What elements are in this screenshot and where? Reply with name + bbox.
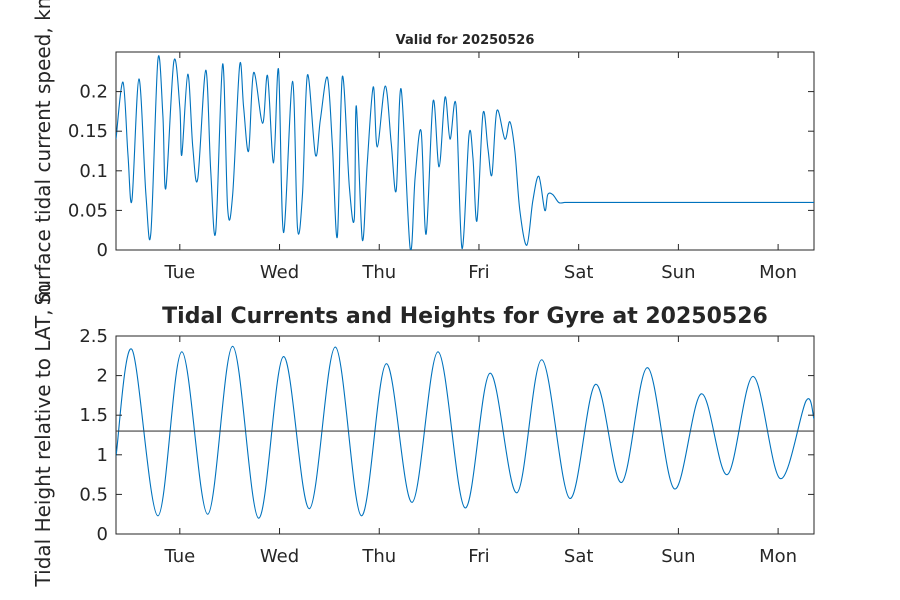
bottom-xtick-label: Thu	[361, 546, 396, 567]
bottom-xtick-label: Wed	[260, 546, 299, 567]
top-ytick-label: 0.1	[79, 161, 108, 182]
top-y-axis-label: Surface tidal current speed, kn	[31, 0, 55, 305]
top-xtick-label: Sat	[564, 262, 594, 283]
top-ticks: 0 0.05 0.1 0.15 0.2 Tue Wed Thu Fri Sat Sun Mon	[68, 52, 814, 283]
top-xtick-label: Wed	[260, 262, 299, 283]
bottom-axes-box	[115, 335, 815, 535]
top-chart-title: Valid for 20250526	[396, 33, 535, 48]
top-plot-area	[116, 55, 814, 250]
bottom-ytick-label: 2.5	[79, 326, 108, 347]
top-ytick-label: 0	[97, 240, 108, 261]
top-ytick-label: 0.15	[68, 121, 108, 142]
bottom-ytick-label: 2	[97, 366, 108, 387]
bottom-ticks: 0 0.5 1 1.5 2 2.5 Tue Wed Thu Fri Sat Sun Mon	[79, 326, 814, 567]
bottom-chart-title: Tidal Currents and Heights for Gyre at 2…	[162, 304, 768, 329]
bottom-xtick-label: Fri	[468, 546, 489, 567]
bottom-xtick-label: Sat	[564, 546, 594, 567]
bottom-xtick-label: Tue	[163, 546, 195, 567]
top-xtick-label: Sun	[661, 262, 695, 283]
bottom-series-line-0	[116, 345, 814, 519]
bottom-y-axis-label: Tidal Height relative to LAT, m	[31, 284, 55, 588]
bottom-ytick-label: 1	[97, 445, 108, 466]
bottom-axes: 0 0.5 1 1.5 2 2.5 Tue Wed Thu Fri Sat Sun Mon	[79, 326, 815, 567]
top-ytick-label: 0.05	[68, 200, 108, 221]
top-ytick-label: 0.2	[79, 82, 108, 103]
bottom-ytick-label: 1.5	[79, 405, 108, 426]
bottom-xtick-label: Sun	[661, 546, 695, 567]
top-xtick-label: Mon	[759, 262, 797, 283]
bottom-ytick-label: 0.5	[79, 484, 108, 505]
top-xtick-label: Thu	[361, 262, 396, 283]
top-series-line-0	[116, 55, 814, 250]
top-xtick-label: Tue	[163, 262, 195, 283]
bottom-xtick-label: Mon	[759, 546, 797, 567]
top-axes: 0 0.05 0.1 0.15 0.2 Tue Wed Thu Fri Sat Sun Mon	[68, 51, 815, 283]
bottom-plot-area	[116, 345, 814, 519]
top-xtick-label: Fri	[468, 262, 489, 283]
bottom-ytick-label: 0	[97, 524, 108, 545]
